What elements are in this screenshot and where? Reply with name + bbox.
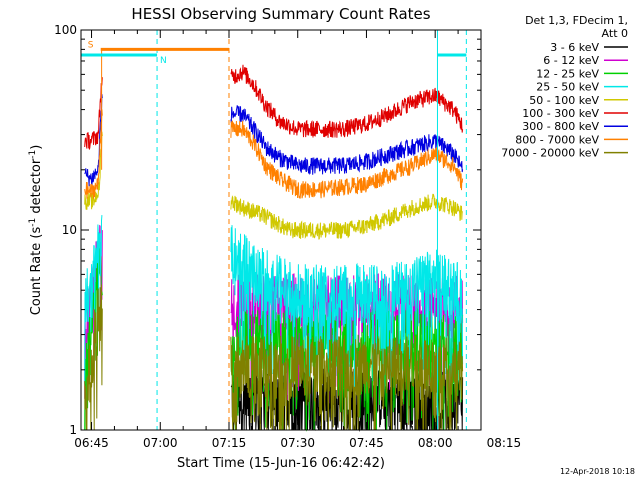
markers: SN bbox=[81, 30, 467, 430]
plot-area bbox=[84, 64, 464, 432]
x-tick-label: 07:45 bbox=[349, 436, 384, 450]
y-tick-label: 100 bbox=[54, 23, 77, 37]
legend-label: 50 - 100 keV bbox=[529, 94, 599, 107]
legend-label: 300 - 800 keV bbox=[522, 120, 599, 133]
legend-header-line-2: Att 0 bbox=[602, 27, 628, 40]
x-tick-label: 08:15 bbox=[487, 436, 522, 450]
y-axis: 1 10 100 bbox=[54, 23, 481, 437]
timestamp: 12-Apr-2018 10:18 bbox=[560, 467, 635, 476]
legend-label: 6 - 12 keV bbox=[543, 54, 599, 67]
x-axis-label: Start Time (15-Jun-16 06:42:42) bbox=[177, 456, 385, 471]
flag-label: N bbox=[160, 56, 167, 66]
legend-header-line-1: Det 1,3, FDecim 1, bbox=[525, 14, 628, 27]
x-tick-label: 07:30 bbox=[280, 436, 315, 450]
legend-label: 25 - 50 keV bbox=[536, 81, 599, 94]
x-tick-label: 07:15 bbox=[212, 436, 247, 450]
legend-label: 100 - 300 keV bbox=[522, 107, 599, 120]
series-line bbox=[84, 64, 464, 150]
x-axis: 06:45 07:00 07:15 07:30 07:45 08:00 08:15 bbox=[74, 30, 521, 450]
y-tick-label: 10 bbox=[62, 223, 77, 237]
legend-label: 12 - 25 keV bbox=[536, 67, 599, 80]
series-line bbox=[84, 109, 464, 199]
legend-label: 3 - 6 keV bbox=[550, 41, 599, 54]
x-tick-label: 07:00 bbox=[143, 436, 178, 450]
legend-label: 800 - 7000 keV bbox=[515, 133, 599, 146]
legend-label: 7000 - 20000 keV bbox=[501, 147, 599, 160]
y-axis-label: Count Rate (s-1 detector-1) bbox=[28, 145, 44, 316]
y-tick-label: 1 bbox=[69, 423, 77, 437]
flag-label: S bbox=[88, 40, 94, 50]
x-tick-label: 08:00 bbox=[418, 436, 453, 450]
chart-title: HESSI Observing Summary Count Rates bbox=[131, 5, 430, 23]
x-tick-label: 06:45 bbox=[74, 436, 109, 450]
series-line bbox=[84, 214, 464, 390]
